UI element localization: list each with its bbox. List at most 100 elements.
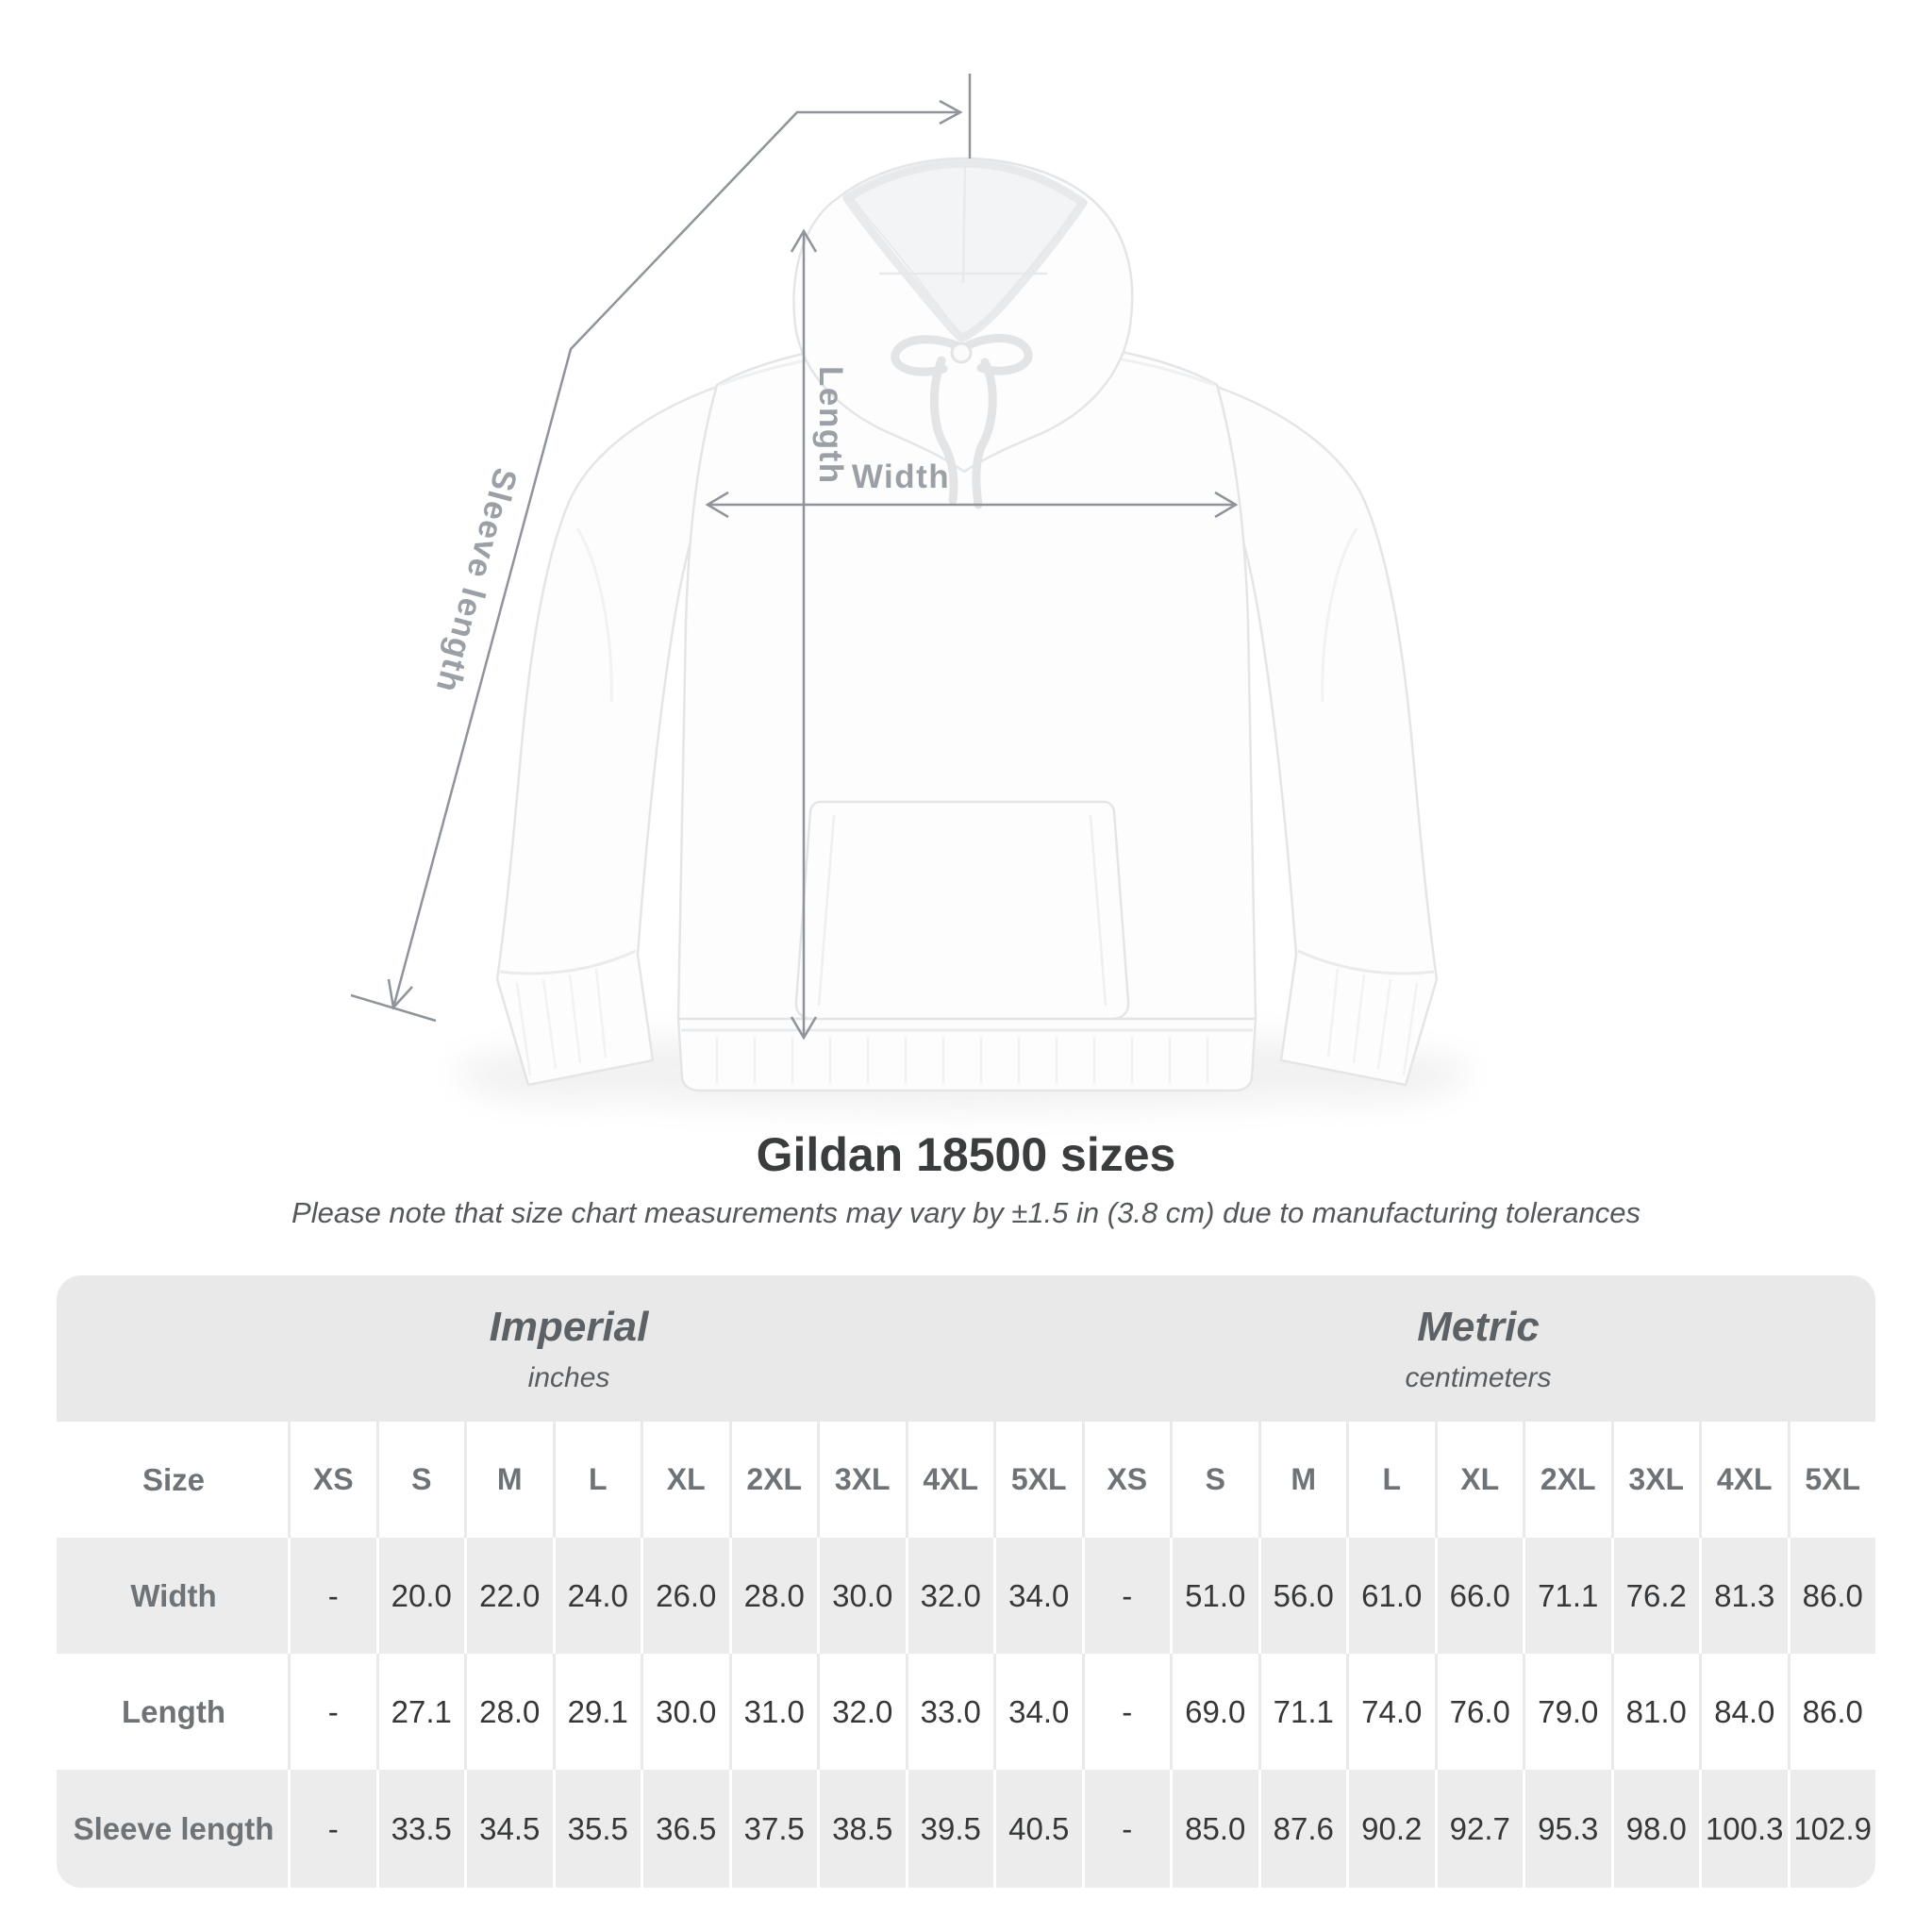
- hoodie-illustration: [350, 74, 1472, 1110]
- size-chart-table: Imperial inches Metric centimeters Size X…: [57, 1275, 1875, 1888]
- value-cell-imperial: 20.0: [375, 1538, 465, 1654]
- value-cell-imperial: 22.0: [464, 1538, 553, 1654]
- value-cell-imperial: 29.1: [552, 1654, 641, 1770]
- size-col-header-metric: 4XL: [1699, 1422, 1788, 1538]
- metric-sublabel: centimeters: [1405, 1361, 1552, 1393]
- table-row: Width -20.0 22.0 24.0 26.0 28.0 30.0 32.0 34.0-5…: [57, 1538, 1875, 1654]
- unit-header-band: Imperial inches Metric centimeters: [57, 1275, 1875, 1422]
- size-col-header-imperial: 3XL: [817, 1422, 906, 1538]
- value-cell-imperial: 33.5: [375, 1770, 465, 1888]
- size-col-header-imperial: 2XL: [728, 1422, 818, 1538]
- value-cell-imperial: -: [288, 1538, 376, 1654]
- value-cell-metric: -: [1081, 1770, 1171, 1888]
- value-cell-metric: 71.1: [1523, 1538, 1611, 1654]
- table-row: Sleeve length -33.5 34.5 35.5 36.5 37.5 38.5 39…: [57, 1770, 1875, 1888]
- metric-label: Metric: [1417, 1303, 1540, 1350]
- value-cell-metric: 90.2: [1346, 1770, 1435, 1888]
- value-cell-metric: 95.3: [1523, 1770, 1611, 1888]
- length-arrow: [790, 228, 818, 1041]
- hoodie-drawstrings: [891, 334, 1033, 509]
- value-cell-imperial: 28.0: [464, 1654, 553, 1770]
- hoodie-right-sleeve: [1215, 385, 1439, 1087]
- value-cell-imperial: 39.5: [905, 1770, 994, 1888]
- value-cell-metric: 92.7: [1434, 1770, 1524, 1888]
- size-col-header-metric: L: [1346, 1422, 1435, 1538]
- sleeve-length-arrow: [350, 74, 972, 1023]
- value-cell-metric: 74.0: [1346, 1654, 1435, 1770]
- table-row: Length -27.1 28.0 29.1 30.0 31.0 32.0 33.0 34.0-…: [57, 1654, 1875, 1770]
- hoodie-hood: [792, 157, 1134, 474]
- value-cell-imperial: 32.0: [817, 1654, 906, 1770]
- hoodie-pocket: [794, 800, 1130, 1021]
- value-cell-imperial: 34.5: [464, 1770, 553, 1888]
- value-cell-metric: 71.1: [1257, 1654, 1347, 1770]
- row-label: Width: [130, 1577, 217, 1613]
- value-cell-imperial: 27.1: [375, 1654, 465, 1770]
- width-arrow: [705, 491, 1239, 519]
- table-body: Width -20.0 22.0 24.0 26.0 28.0 30.0 32.0 34.0-5…: [57, 1538, 1875, 1888]
- imperial-sublabel: inches: [527, 1361, 610, 1393]
- hoodie-hem-band: [676, 1017, 1257, 1092]
- value-cell-imperial: 24.0: [552, 1538, 641, 1654]
- value-cell-imperial: 30.0: [641, 1654, 729, 1770]
- size-col-header-metric: 2XL: [1523, 1422, 1611, 1538]
- size-col-header-metric: M: [1257, 1422, 1347, 1538]
- size-col-header-metric: S: [1170, 1422, 1258, 1538]
- value-cell-metric: 81.0: [1610, 1654, 1700, 1770]
- table-size-header-row: Size XS S M L XL 2XL 3XL 4XL 5XL XS S M L XL 2XL 3XL 4XL 5…: [57, 1422, 1875, 1538]
- value-cell-metric: 86.0: [1787, 1654, 1876, 1770]
- value-cell-imperial: 26.0: [641, 1538, 729, 1654]
- value-cell-metric: 85.0: [1170, 1770, 1258, 1888]
- size-col-header-metric: 3XL: [1610, 1422, 1700, 1538]
- value-cell-metric: 51.0: [1170, 1538, 1258, 1654]
- metric-header: Metric centimeters: [1081, 1275, 1875, 1422]
- hoodie-measurement-diagram: Length Width Sleeve length: [350, 74, 1472, 1110]
- size-col-header-imperial: 4XL: [905, 1422, 994, 1538]
- value-cell-metric: 87.6: [1257, 1770, 1347, 1888]
- size-col-header-imperial: 5XL: [993, 1422, 1082, 1538]
- value-cell-imperial: 38.5: [817, 1770, 906, 1888]
- value-cell-imperial: 28.0: [728, 1538, 818, 1654]
- length-measure-label: Length: [812, 366, 849, 485]
- measurement-lines: [350, 74, 1239, 1041]
- page-subtitle: Please note that size chart measurements…: [291, 1196, 1641, 1229]
- value-cell-metric: 61.0: [1346, 1538, 1435, 1654]
- value-cell-metric: 66.0: [1434, 1538, 1524, 1654]
- value-cell-imperial: 35.5: [552, 1770, 641, 1888]
- width-measure-label: Width: [851, 458, 951, 495]
- value-cell-metric: 98.0: [1610, 1770, 1700, 1888]
- value-cell-metric: 86.0: [1787, 1538, 1876, 1654]
- value-cell-metric: 84.0: [1699, 1654, 1788, 1770]
- value-cell-metric: 100.3: [1699, 1770, 1788, 1888]
- title-block: Gildan 18500 sizes Please note that size…: [0, 1128, 1932, 1230]
- value-cell-imperial: 36.5: [641, 1770, 729, 1888]
- value-cell-imperial: 37.5: [728, 1770, 818, 1888]
- value-cell-metric: 102.9: [1787, 1770, 1876, 1888]
- imperial-header: Imperial inches: [57, 1275, 1081, 1422]
- value-cell-metric: 76.0: [1434, 1654, 1524, 1770]
- value-cell-imperial: 32.0: [905, 1538, 994, 1654]
- size-col-header-imperial: XL: [641, 1422, 729, 1538]
- value-cell-imperial: 34.0: [993, 1654, 1082, 1770]
- size-col-header-imperial: S: [375, 1422, 465, 1538]
- value-cell-metric: -: [1081, 1538, 1171, 1654]
- value-cell-metric: 79.0: [1523, 1654, 1611, 1770]
- value-cell-imperial: 33.0: [905, 1654, 994, 1770]
- value-cell-metric: 69.0: [1170, 1654, 1258, 1770]
- size-col-header-imperial: L: [552, 1422, 641, 1538]
- value-cell-metric: 81.3: [1699, 1538, 1788, 1654]
- value-cell-imperial: 31.0: [728, 1654, 818, 1770]
- row-label: Sleeve length: [73, 1810, 275, 1846]
- size-header-cell: Size: [142, 1461, 206, 1497]
- size-col-header-metric: 5XL: [1787, 1422, 1876, 1538]
- value-cell-metric: 56.0: [1257, 1538, 1347, 1654]
- value-cell-imperial: 30.0: [817, 1538, 906, 1654]
- value-cell-metric: 76.2: [1610, 1538, 1700, 1654]
- size-col-header-imperial: M: [464, 1422, 553, 1538]
- size-col-header-metric: XS: [1081, 1422, 1171, 1538]
- value-cell-imperial: 34.0: [993, 1538, 1082, 1654]
- row-label: Length: [122, 1693, 225, 1729]
- size-col-header-imperial: XS: [288, 1422, 376, 1538]
- value-cell-imperial: -: [288, 1654, 376, 1770]
- value-cell-imperial: -: [288, 1770, 376, 1888]
